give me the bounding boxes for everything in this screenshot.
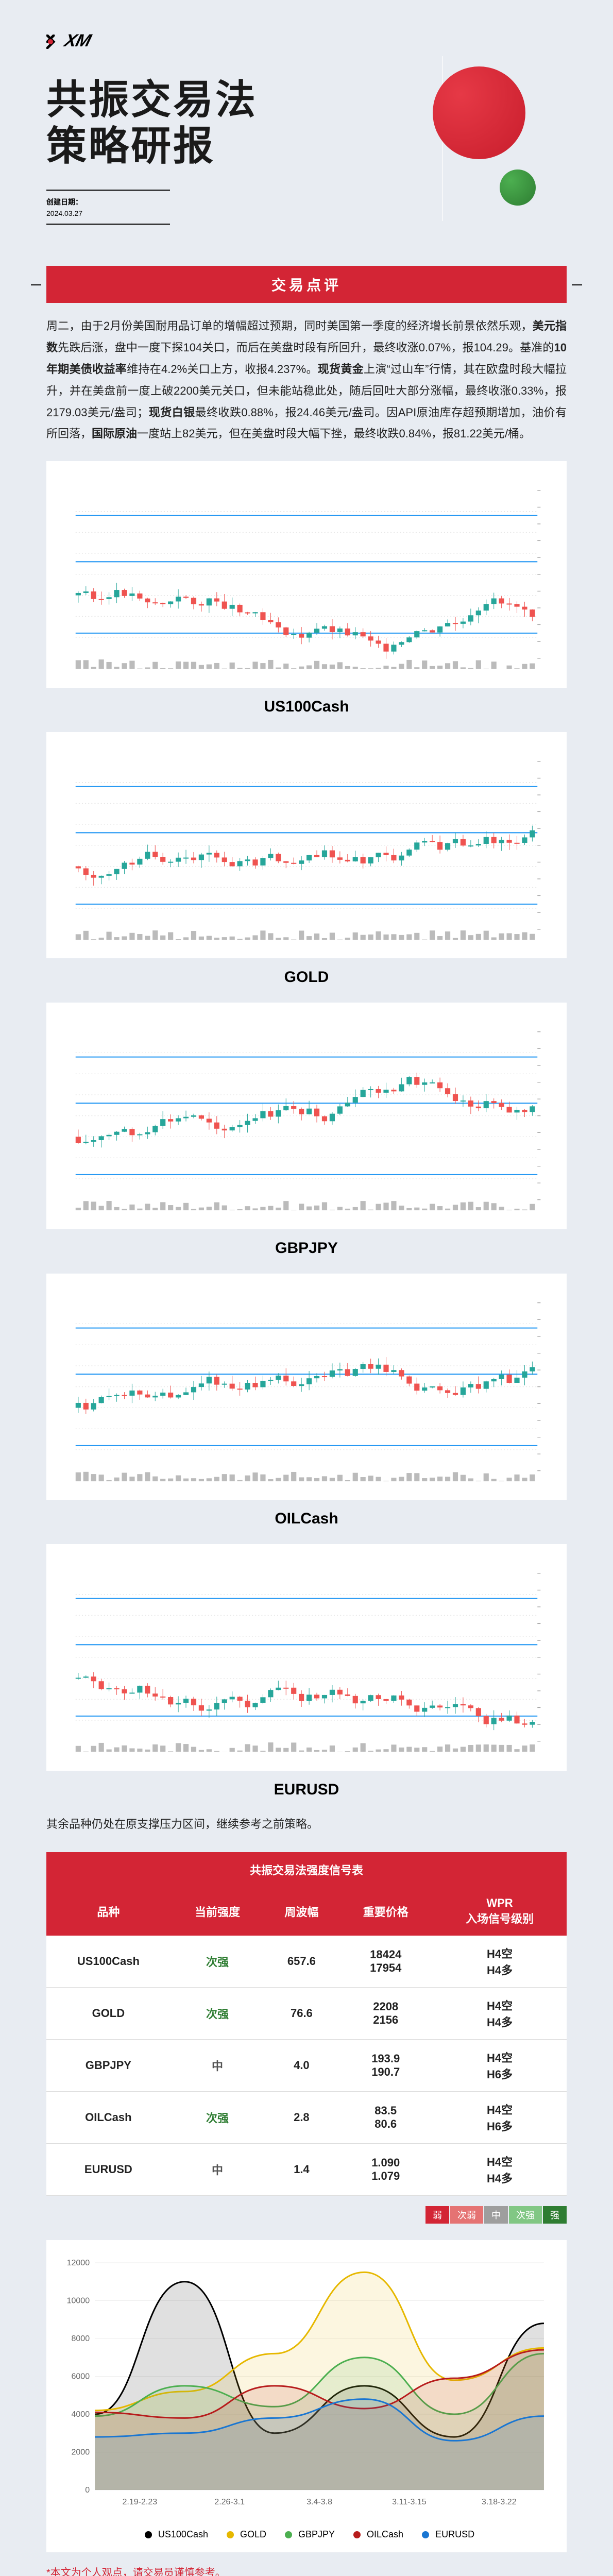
chart-label: GOLD (46, 969, 567, 986)
cell-sym: US100Cash (46, 1936, 171, 1988)
cell-strength: 次强 (171, 2091, 265, 2143)
chart-label: OILCash (46, 1510, 567, 1528)
date-label: 创建日期： (46, 197, 170, 207)
cell-sym: GBPJPY (46, 2039, 171, 2091)
table-col-header: WPR 入场信号级别 (433, 1887, 567, 1936)
svg-text:0: 0 (85, 2485, 90, 2495)
chart-box-GOLD (46, 732, 567, 959)
cell-strength: 次强 (171, 1936, 265, 1988)
title-block: 共振交易法 策略研报 创建日期： 2024.03.27 (46, 77, 567, 225)
table-title: 共振交易法强度信号表 (46, 1852, 567, 1887)
page-root: XM 共振交易法 策略研报 创建日期： 2024.03.27 交易点评 周二，由… (0, 0, 613, 2576)
svg-text:2000: 2000 (71, 2447, 90, 2456)
chart-box-EURUSD (46, 1544, 567, 1771)
cell-sym: GOLD (46, 1987, 171, 2039)
area-chart-box: 0 2000 4000 6000 8000 10000 12000 2.19-2.23 2.26… (46, 2240, 567, 2552)
svg-text:3.18-3.22: 3.18-3.22 (482, 2497, 517, 2506)
cell-prices: 83.5 80.6 (338, 2091, 433, 2143)
cell-wave: 657.6 (264, 1936, 338, 1988)
svg-text:6000: 6000 (71, 2371, 90, 2381)
charts-container: US100Cash GOLD GBPJPY OILCash EURUSD (46, 461, 567, 1799)
title-line2: 策略研报 (46, 123, 215, 168)
cell-strength: 中 (171, 2143, 265, 2195)
cell-wave: 2.8 (264, 2091, 338, 2143)
cell-wpr: H4空 H6多 (433, 2091, 567, 2143)
date-value: 2024.03.27 (46, 209, 170, 217)
strength-legend-item: 次弱 (450, 2206, 483, 2224)
svg-text:4000: 4000 (71, 2410, 90, 2419)
table-col-header: 品种 (46, 1887, 171, 1936)
area-legend-item: US100Cash (139, 2529, 208, 2539)
table-row: EURUSD中1.41.090 1.079H4空 H4多 (46, 2143, 567, 2195)
cell-strength: 中 (171, 2039, 265, 2091)
date-block: 创建日期： 2024.03.27 (46, 190, 170, 225)
strength-legend-item: 弱 (425, 2206, 449, 2224)
table-col-header: 重要价格 (338, 1887, 433, 1936)
cell-wave: 76.6 (264, 1987, 338, 2039)
cell-wave: 1.4 (264, 2143, 338, 2195)
svg-text:3.4-3.8: 3.4-3.8 (306, 2497, 332, 2506)
table-row: GOLD次强76.62208 2156H4空 H4多 (46, 1987, 567, 2039)
area-chart-legend: US100Cash GOLD GBPJPY OILCash EURUSD (59, 2529, 554, 2540)
cell-sym: EURUSD (46, 2143, 171, 2195)
cell-strength: 次强 (171, 1987, 265, 2039)
strength-legend: 弱次弱中次强强 (46, 2206, 567, 2224)
deco-red-circle (433, 66, 525, 159)
cell-wpr: H4空 H4多 (433, 2143, 567, 2195)
area-legend-item: GBPJPY (279, 2529, 335, 2539)
signal-table: 共振交易法强度信号表 品种当前强度周波幅重要价格WPR 入场信号级别 US100… (46, 1852, 567, 2196)
cell-wpr: H4空 H4多 (433, 1987, 567, 2039)
svg-text:8000: 8000 (71, 2334, 90, 2343)
strength-legend-item: 中 (484, 2206, 508, 2224)
chart-box-US100Cash (46, 461, 567, 688)
disclaimer: *本文为个人观点，请交易员谨慎参考。 外汇及CFD交易可能会为您的投资资本带来风… (46, 2565, 567, 2576)
area-chart-svg: 0 2000 4000 6000 8000 10000 12000 2.19-2.23 2.26… (59, 2252, 554, 2521)
table-col-header: 当前强度 (171, 1887, 265, 1936)
cell-wpr: H4空 H6多 (433, 2039, 567, 2091)
area-legend-item: GOLD (220, 2529, 266, 2539)
table-row: GBPJPY中4.0193.9 190.7H4空 H6多 (46, 2039, 567, 2091)
table-col-header: 周波幅 (264, 1887, 338, 1936)
table-row: OILCash次强2.883.5 80.6H4空 H6多 (46, 2091, 567, 2143)
cell-prices: 18424 17954 (338, 1936, 433, 1988)
cell-wave: 4.0 (264, 2039, 338, 2091)
chart-box-OILCash (46, 1274, 567, 1500)
strategy-note: 其余品种仍处在原支撑压力区间，继续参考之前策略。 (46, 1815, 567, 1832)
title-line1: 共振交易法 (46, 77, 258, 122)
svg-text:3.11-3.15: 3.11-3.15 (392, 2497, 427, 2506)
cell-prices: 193.9 190.7 (338, 2039, 433, 2091)
table-row: US100Cash次强657.618424 17954H4空 H4多 (46, 1936, 567, 1988)
section-header-commentary: 交易点评 (46, 266, 567, 303)
svg-text:12000: 12000 (67, 2258, 90, 2267)
strength-legend-item: 次强 (509, 2206, 542, 2224)
deco-green-circle (500, 170, 536, 206)
chart-box-GBPJPY (46, 1003, 567, 1229)
cell-sym: OILCash (46, 2091, 171, 2143)
chart-label: GBPJPY (46, 1240, 567, 1257)
chart-label: US100Cash (46, 698, 567, 716)
svg-text:2.26-3.1: 2.26-3.1 (214, 2497, 245, 2506)
strength-legend-item: 强 (543, 2206, 567, 2224)
chart-label: EURUSD (46, 1781, 567, 1799)
disclaimer-line1: *本文为个人观点，请交易员谨慎参考。 (46, 2567, 226, 2576)
cell-prices: 2208 2156 (338, 1987, 433, 2039)
area-legend-item: OILCash (347, 2529, 403, 2539)
cell-prices: 1.090 1.079 (338, 2143, 433, 2195)
svg-text:2.19-2.23: 2.19-2.23 (122, 2497, 157, 2506)
logo-text: XM (62, 31, 93, 51)
brand-logo: XM (46, 31, 567, 51)
cell-wpr: H4空 H4多 (433, 1936, 567, 1988)
area-legend-item: EURUSD (416, 2529, 474, 2539)
commentary-body: 周二，由于2月份美国耐用品订单的增幅超过预期，同时美国第一季度的经济增长前景依然… (46, 315, 567, 445)
svg-text:10000: 10000 (67, 2296, 90, 2305)
